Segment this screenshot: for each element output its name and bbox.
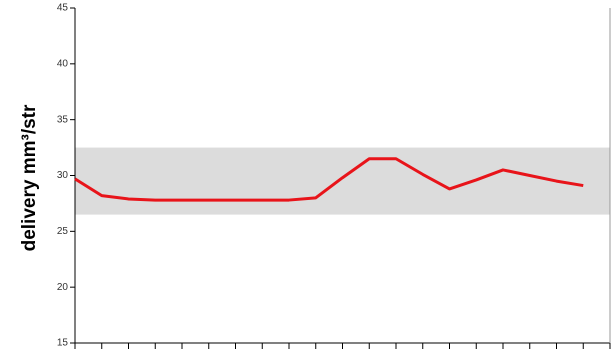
y-tick-label: 25 — [57, 226, 69, 237]
y-tick-label: 35 — [57, 114, 69, 125]
y-tick-label: 40 — [57, 58, 69, 69]
y-tick-label: 15 — [57, 338, 69, 349]
y-tick-label: 20 — [57, 282, 69, 293]
y-tick-label: 45 — [57, 3, 69, 14]
y-axis-label: delivery mm³/str — [19, 104, 40, 251]
y-tick-label: 30 — [57, 170, 69, 181]
reference-band — [75, 147, 610, 215]
data-line — [74, 157, 584, 202]
